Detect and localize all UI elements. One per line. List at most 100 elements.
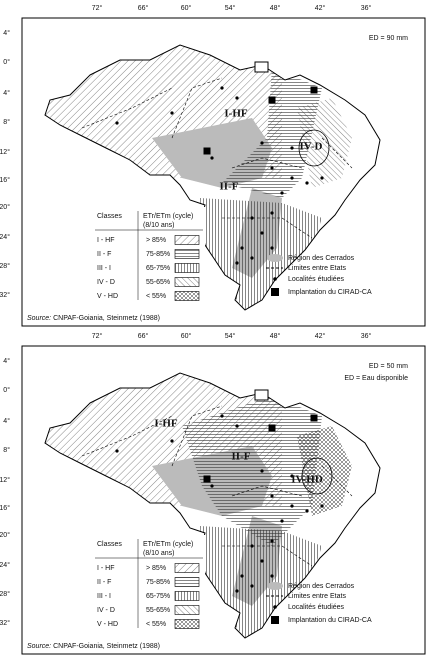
locality-dot: [305, 509, 309, 513]
locality-dot: [270, 574, 274, 578]
latitude-label: 24°: [0, 561, 10, 569]
source-note: Source: CNPAF-Goiania, Steinmetz (1988): [27, 315, 160, 322]
locality-dot: [270, 494, 274, 498]
key-site: [271, 288, 279, 296]
map-panel: 72° 66° 60° 54° 48° 42° 36° 4° 0° 4° 8° 12° 16° 20° 24…: [0, 332, 426, 655]
locality-dot: [250, 216, 254, 220]
locality-dot: [270, 166, 274, 170]
legend-header: Classes: [97, 541, 122, 548]
legend-range: > 85%: [146, 565, 166, 572]
latitude-label: 20°: [0, 203, 10, 211]
key-label: Localités étudiées: [288, 276, 345, 283]
legend-swatch: [174, 605, 200, 615]
locality-dot: [250, 544, 254, 548]
map-frame: [21, 345, 426, 655]
latitude-label: 16°: [0, 504, 10, 512]
longitude-label: 54°: [225, 4, 236, 12]
source-text: CNPAF-Goiania, Steinmetz (1988): [53, 643, 160, 650]
legend-subheader: (8/10 ans): [143, 222, 175, 229]
key-site: [271, 616, 279, 624]
longitude-label: 60°: [181, 332, 192, 340]
legend-range: 65-75%: [146, 593, 170, 600]
locality-dot: [220, 414, 224, 418]
legend-header: Classes: [97, 213, 122, 220]
legend-swatch: [174, 291, 200, 301]
cirad-site: [203, 475, 211, 483]
locality-dot: [305, 181, 309, 185]
locality-dot: [290, 474, 294, 478]
legend-header: ETr/ETm (cycle): [143, 213, 193, 220]
zone-5: [301, 457, 333, 495]
longitude-label: 36°: [361, 4, 372, 12]
locality-dot: [290, 504, 294, 508]
legend-range: 75-85%: [146, 579, 170, 586]
locality-dot: [250, 256, 254, 260]
guiana-box: [254, 61, 269, 73]
legend-swatch: [174, 277, 200, 287]
zone-label: I-HF: [154, 418, 178, 430]
source-text: CNPAF-Goiania, Steinmetz (1988): [53, 315, 160, 322]
locality-dot: [115, 449, 119, 453]
ed-note: ED = 90 mm: [369, 35, 408, 42]
locality-dot: [235, 261, 239, 265]
zone-label: I-HF: [224, 108, 248, 120]
latitude-label: 4°: [3, 417, 10, 425]
source-prefix: Source:: [27, 643, 51, 650]
legend-class: IV - D: [97, 607, 115, 614]
latitude-label: 0°: [3, 58, 10, 66]
legend-swatch: [174, 591, 200, 601]
legend-class: II - F: [97, 251, 111, 258]
latitude-label: 28°: [0, 590, 10, 598]
longitude-label: 48°: [270, 332, 281, 340]
latitude-label: 28°: [0, 262, 10, 270]
legend-swatch: [174, 563, 200, 573]
legend-header: ETr/ETm (cycle): [143, 541, 193, 548]
locality-dot: [270, 211, 274, 215]
locality-dot: [250, 584, 254, 588]
source-note: Source: CNPAF-Goiania, Steinmetz (1988): [27, 643, 160, 650]
state-borders: [81, 405, 353, 567]
map-panel: 72° 66° 60° 54° 48° 42° 36° 4° 0° 4° 8° 12° 16° 20° 24…: [0, 4, 426, 327]
zone-label: IV-HD: [291, 474, 323, 486]
latitude-label: 16°: [0, 176, 10, 184]
locality-dot: [320, 504, 324, 508]
legend-range: 75-85%: [146, 251, 170, 258]
cirad-site: [310, 414, 318, 422]
locality-dot: [235, 96, 239, 100]
longitude-label: 72°: [92, 332, 103, 340]
zone-2: [222, 68, 322, 198]
legend-range: 55-65%: [146, 279, 170, 286]
legend-class: III - I: [97, 593, 111, 600]
zone-5: [298, 129, 330, 167]
longitude-label: 48°: [270, 4, 281, 12]
state-borders: [81, 77, 353, 239]
cirad-site: [203, 147, 211, 155]
locality-dot: [260, 141, 264, 145]
legend-class: III - I: [97, 265, 111, 272]
locality-dot: [235, 424, 239, 428]
locality-dot: [320, 176, 324, 180]
key-label: Limites entre Etats: [288, 265, 346, 272]
latitude-label: 12°: [0, 476, 10, 484]
locality-dot: [280, 191, 284, 195]
locality-dot: [115, 121, 119, 125]
latitude-label: 24°: [0, 233, 10, 241]
locality-dot: [210, 156, 214, 160]
locality-dot: [210, 484, 214, 488]
locality-dot: [170, 439, 174, 443]
key-cerrados: [267, 582, 283, 590]
latitude-label: 4°: [3, 357, 10, 365]
locality-dot: [235, 589, 239, 593]
locality-dot: [260, 231, 264, 235]
legend-swatch: [174, 619, 200, 629]
legend-class: I - HF: [97, 565, 115, 572]
longitude-label: 54°: [225, 332, 236, 340]
longitude-label: 42°: [315, 4, 326, 12]
legend-class: V - HD: [97, 621, 118, 628]
key-label: Région des Cerrados: [288, 583, 355, 590]
locality-dot: [290, 146, 294, 150]
legend-class: I - HF: [97, 237, 115, 244]
locality-dot: [280, 519, 284, 523]
latitude-label: 32°: [0, 619, 10, 627]
latitude-label: 4°: [3, 89, 10, 97]
